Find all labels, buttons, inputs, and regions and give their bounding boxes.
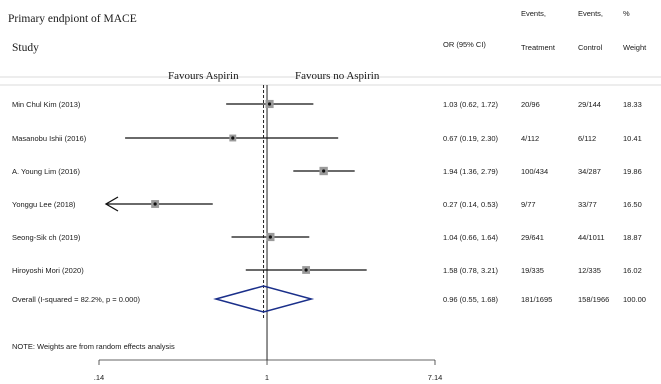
study-name: Seong-Sik ch (2019) [12,233,81,242]
events-treatment-header-1: Events, [521,9,546,18]
weight-value: 10.41 [623,134,642,143]
favours-right-label: Favours no Aspirin [295,70,380,82]
study-name: Yonggu Lee (2018) [12,200,76,209]
favours-left-label: Favours Aspirin [168,70,239,82]
truncation-arrow [104,196,119,212]
study-name: Masanobu Ishii (2016) [12,134,87,143]
point-estimate [153,202,157,206]
overall-label: Overall (I-squared = 82.2%, p = 0.000) [12,295,140,304]
treatment-events: 29/641 [521,233,544,242]
or-ci-value: 1.58 (0.78, 3.21) [443,266,499,275]
chart-title: Primary endpiont of MACE [8,13,137,25]
point-estimate [322,169,326,173]
weight-value: 19.86 [623,167,642,176]
treatment-events: 9/77 [521,200,536,209]
weight-value: 16.02 [623,266,642,275]
or-ci-value: 1.94 (1.36, 2.79) [443,167,499,176]
control-events: 29/144 [578,100,601,109]
treatment-events: 20/96 [521,100,540,109]
point-estimate [268,235,272,239]
study-header: Study [12,42,39,54]
x-tick-label: 7.14 [428,373,443,382]
control-events: 44/1011 [578,233,605,242]
weight-header-1: % [623,9,630,18]
x-tick-label: 1 [265,373,269,382]
overall-weight: 100.00 [623,295,646,304]
point-estimate [304,268,308,272]
control-events: 6/112 [578,134,596,143]
overall-control-events: 158/1966 [578,295,609,304]
weight-value: 16.50 [623,200,642,209]
x-axis-ticks: .14 1 7.14 [94,360,443,382]
point-estimate [267,102,272,106]
treatment-events: 19/335 [521,266,544,275]
x-tick-label: .14 [94,373,104,382]
events-control-header-1: Events, [578,9,603,18]
events-treatment-header-2: Treatment [521,43,556,52]
footnote: NOTE: Weights are from random effects an… [12,342,175,351]
overall-or-ci: 0.96 (0.55, 1.68) [443,295,499,304]
weight-header-2: Weight [623,43,647,52]
overall-treatment-events: 181/1695 [521,295,552,304]
weight-value: 18.87 [623,233,642,242]
or-ci-value: 1.03 (0.62, 1.72) [443,100,499,109]
or-ci-value: 0.67 (0.19, 2.30) [443,134,499,143]
forest-rows: Min Chul Kim (2013) 1.03 (0.62, 1.72) 20/9… [12,85,646,360]
point-estimate [231,136,235,140]
weight-value: 18.33 [623,100,642,109]
events-control-header-2: Control [578,43,603,52]
or-ci-value: 1.04 (0.66, 1.64) [443,233,499,242]
overall-diamond [213,285,315,313]
or-ci-value: 0.27 (0.14, 0.53) [443,200,499,209]
control-events: 34/287 [578,167,601,176]
treatment-events: 4/112 [521,134,539,143]
control-events: 12/335 [578,266,601,275]
study-name: Hiroyoshi Mori (2020) [12,266,84,275]
control-events: 33/77 [578,200,597,209]
treatment-events: 100/434 [521,167,548,176]
or-header: OR (95% CI) [443,40,486,49]
study-name: A. Young Lim (2016) [12,167,80,176]
study-name: Min Chul Kim (2013) [12,100,81,109]
